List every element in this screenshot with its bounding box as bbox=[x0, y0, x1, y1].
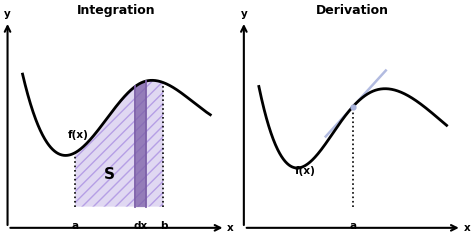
Text: x: x bbox=[227, 223, 234, 233]
Text: y: y bbox=[4, 9, 11, 19]
Text: dx: dx bbox=[133, 221, 147, 231]
Text: f(x): f(x) bbox=[68, 130, 89, 140]
Text: a: a bbox=[349, 221, 356, 231]
Text: y: y bbox=[240, 9, 247, 19]
Text: b: b bbox=[160, 221, 167, 231]
Text: f(x): f(x) bbox=[294, 166, 315, 176]
Text: x: x bbox=[464, 223, 470, 233]
Text: S: S bbox=[103, 167, 114, 182]
Title: Derivation: Derivation bbox=[316, 4, 389, 17]
Title: Integration: Integration bbox=[77, 4, 156, 17]
Text: a: a bbox=[72, 221, 79, 231]
